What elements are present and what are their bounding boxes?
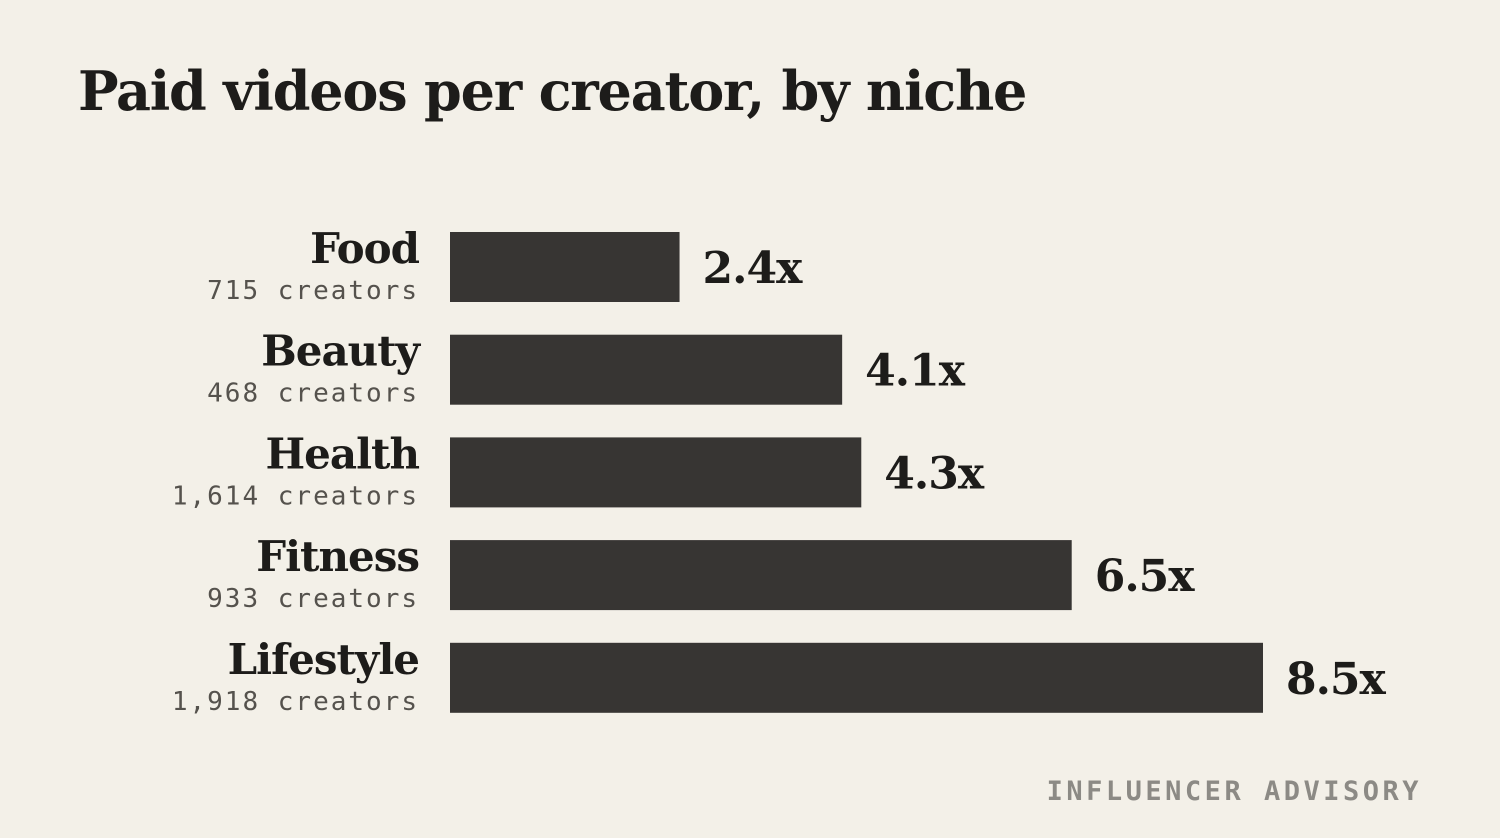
creator-count-health: 1,614 creators — [172, 481, 419, 511]
category-label-lifestyle: Lifestyle — [228, 635, 419, 684]
bar-beauty — [450, 334, 843, 405]
value-label-food: 2.4x — [703, 243, 804, 294]
value-label-beauty: 4.1x — [865, 346, 966, 397]
value-label-health: 4.3x — [884, 448, 985, 499]
value-label-fitness: 6.5x — [1095, 551, 1196, 602]
value-label-lifestyle: 8.5x — [1286, 654, 1387, 705]
bar-food — [450, 232, 680, 302]
chart-title: Paid videos per creator, by niche — [78, 59, 1027, 123]
bar-health — [450, 437, 862, 508]
creator-count-beauty: 468 creators — [207, 379, 419, 409]
brand-footer: INFLUENCER ADVISORY — [1046, 776, 1422, 807]
bar-fitness — [450, 540, 1072, 611]
creator-count-fitness: 933 creators — [207, 584, 419, 614]
category-label-fitness: Fitness — [256, 532, 419, 581]
category-label-beauty: Beauty — [261, 327, 421, 376]
creator-count-food: 715 creators — [207, 276, 419, 306]
category-label-health: Health — [265, 429, 419, 478]
category-label-food: Food — [310, 224, 420, 273]
bar-lifestyle — [450, 642, 1263, 713]
creator-count-lifestyle: 1,918 creators — [172, 687, 419, 717]
